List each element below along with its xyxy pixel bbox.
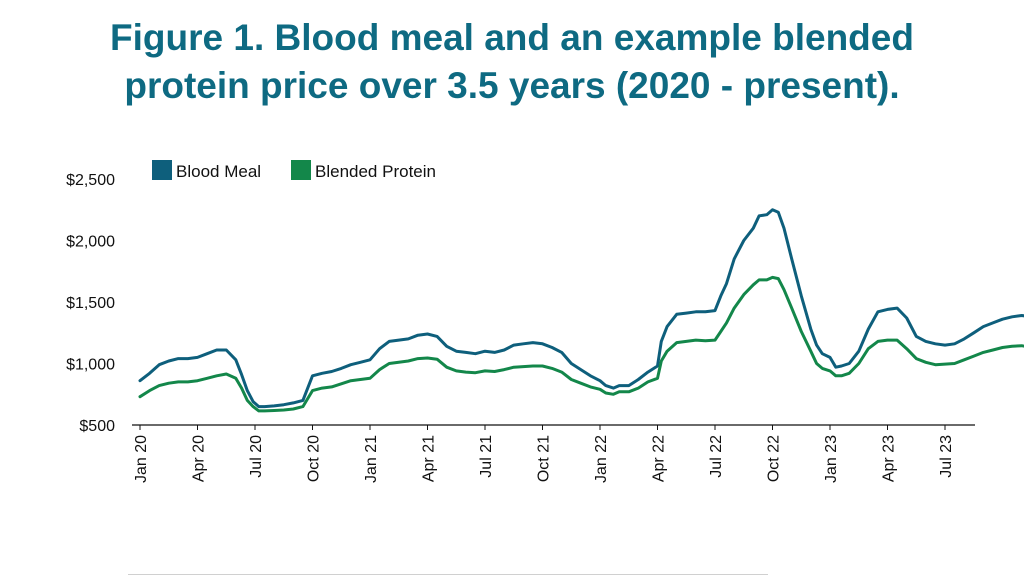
y-tick-label: $2,000 [66,234,115,251]
x-tick-label: Jan 21 [363,435,380,483]
x-tick-label: Apr 20 [191,435,208,482]
x-tick-label: Jul 21 [478,435,495,478]
chart-title-line-1: Figure 1. Blood meal and an example blen… [110,17,914,58]
legend-label-blended-protein: Blended Protein [315,162,436,181]
legend-label-blood-meal: Blood Meal [176,162,261,181]
chart-title-line-2: protein price over 3.5 years (2020 - pre… [124,65,900,106]
x-tick-label: Jan 22 [593,435,610,483]
y-tick-label: $1,000 [66,357,115,374]
legend-swatch-blood-meal [152,160,172,180]
series-line-blended-protein [138,275,1024,413]
x-tick-label: Apr 21 [421,435,438,482]
x-tick-label: Jul 20 [248,435,265,478]
x-axis: Jan 20 Apr 20 Jul 20 Oct 20 Jan 21 Apr 21 Jul … [132,424,975,483]
series-lines [138,208,1024,413]
x-tick-label: Apr 23 [881,435,898,482]
y-tick-label: $2,500 [66,172,115,189]
x-tick-label: Oct 22 [766,435,783,482]
chart-title: Figure 1. Blood meal and an example blen… [0,14,1024,110]
legend-swatch-blended-protein [291,160,311,180]
x-tick-label: Oct 21 [536,435,553,482]
x-tick-label: Oct 20 [306,435,323,482]
y-tick-label: $1,500 [66,295,115,312]
x-tick-label: Jan 23 [823,435,840,483]
x-tick-label: Jul 23 [938,435,955,478]
x-tick-label: Jul 22 [708,435,725,478]
series-line-blood-meal [138,208,1024,409]
chart-legend: Blood Meal Blended Protein [152,160,436,181]
x-tick-label: Jan 20 [133,435,150,483]
y-tick-label: $500 [79,418,115,435]
footer-divider [128,574,768,575]
y-axis: $500 $1,000 $1,500 $2,000 $2,500 [66,172,115,435]
x-tick-label: Apr 22 [651,435,668,482]
